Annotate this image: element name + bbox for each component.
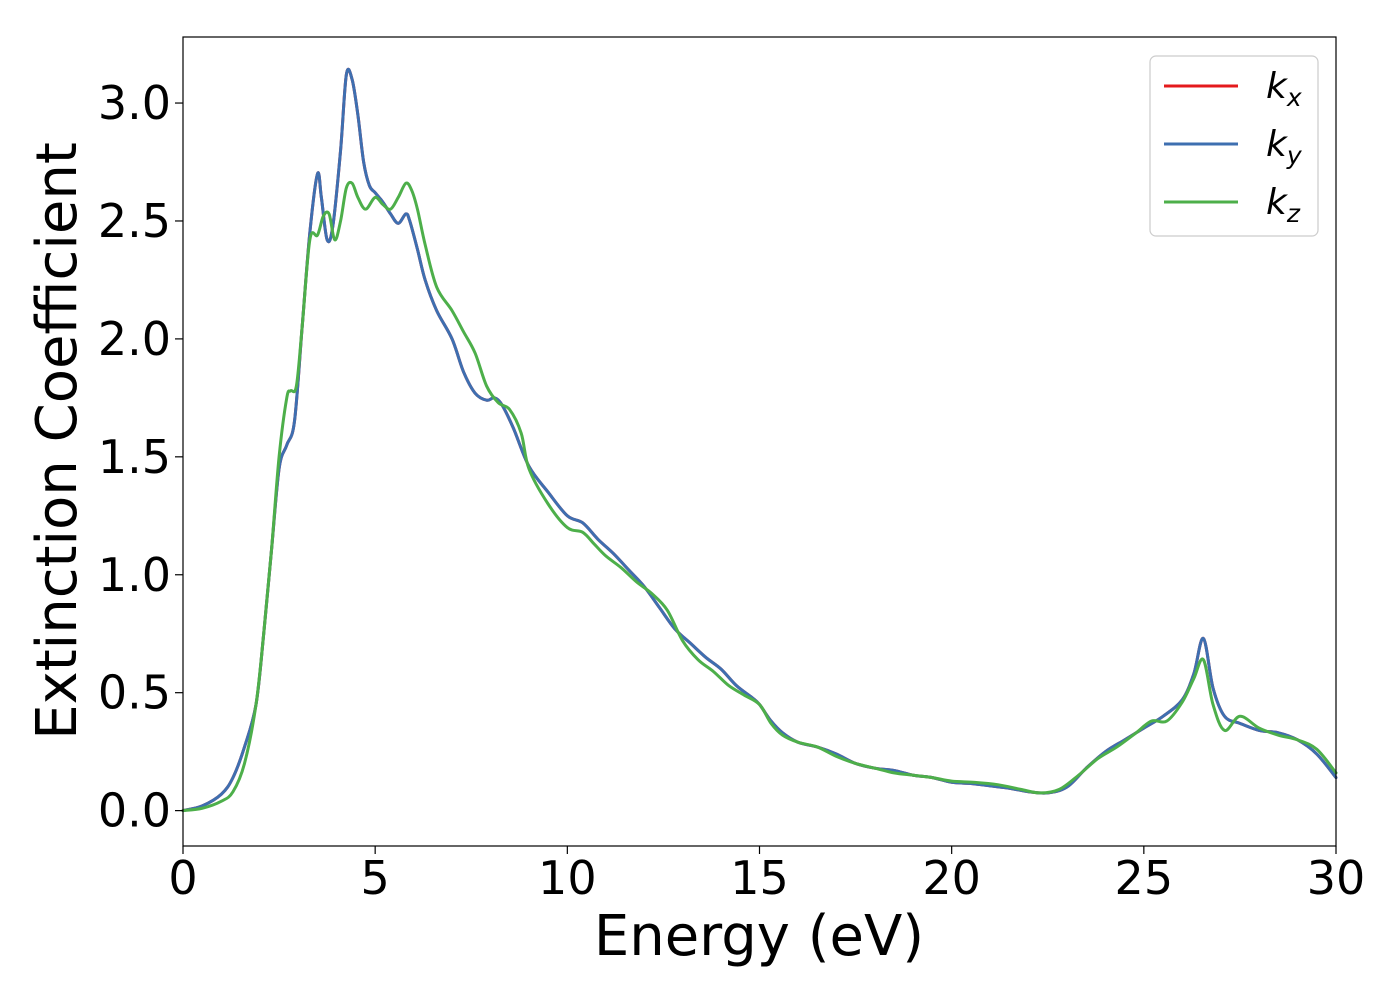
legend-box — [1149, 55, 1319, 237]
y-tick-label: 1.0 — [98, 548, 171, 602]
legend-subscript: x — [1286, 83, 1302, 112]
y-tick-label: 1.5 — [98, 430, 171, 484]
x-tick-label: 5 — [361, 851, 390, 905]
y-axis-ticks: 0.0 0.5 1.0 1.5 2.0 2.5 3.0 — [98, 76, 183, 838]
legend-subscript: y — [1286, 141, 1303, 170]
series-line-kz — [181, 180, 1338, 813]
x-tick-label: 10 — [538, 851, 597, 905]
legend-subscript: z — [1286, 199, 1301, 228]
x-tick-label: 25 — [1115, 851, 1174, 905]
series-layer — [181, 67, 1338, 813]
x-tick-label: 20 — [922, 851, 981, 905]
x-tick-label: 30 — [1307, 851, 1366, 905]
y-tick-label: 0.5 — [98, 666, 171, 720]
x-axis-ticks: 0 5 10 15 20 25 30 — [168, 846, 1365, 905]
y-tick-label: 0.0 — [98, 784, 171, 838]
x-axis-label: Energy (eV) — [594, 904, 924, 969]
y-tick-label: 3.0 — [98, 76, 171, 130]
y-tick-label: 2.5 — [98, 194, 171, 248]
x-tick-label: 0 — [168, 851, 197, 905]
x-tick-label: 15 — [730, 851, 789, 905]
legend-label-kz: kz — [1266, 182, 1301, 228]
y-tick-label: 2.0 — [98, 312, 171, 366]
y-axis-label: Extinction Coefficient — [25, 142, 90, 740]
